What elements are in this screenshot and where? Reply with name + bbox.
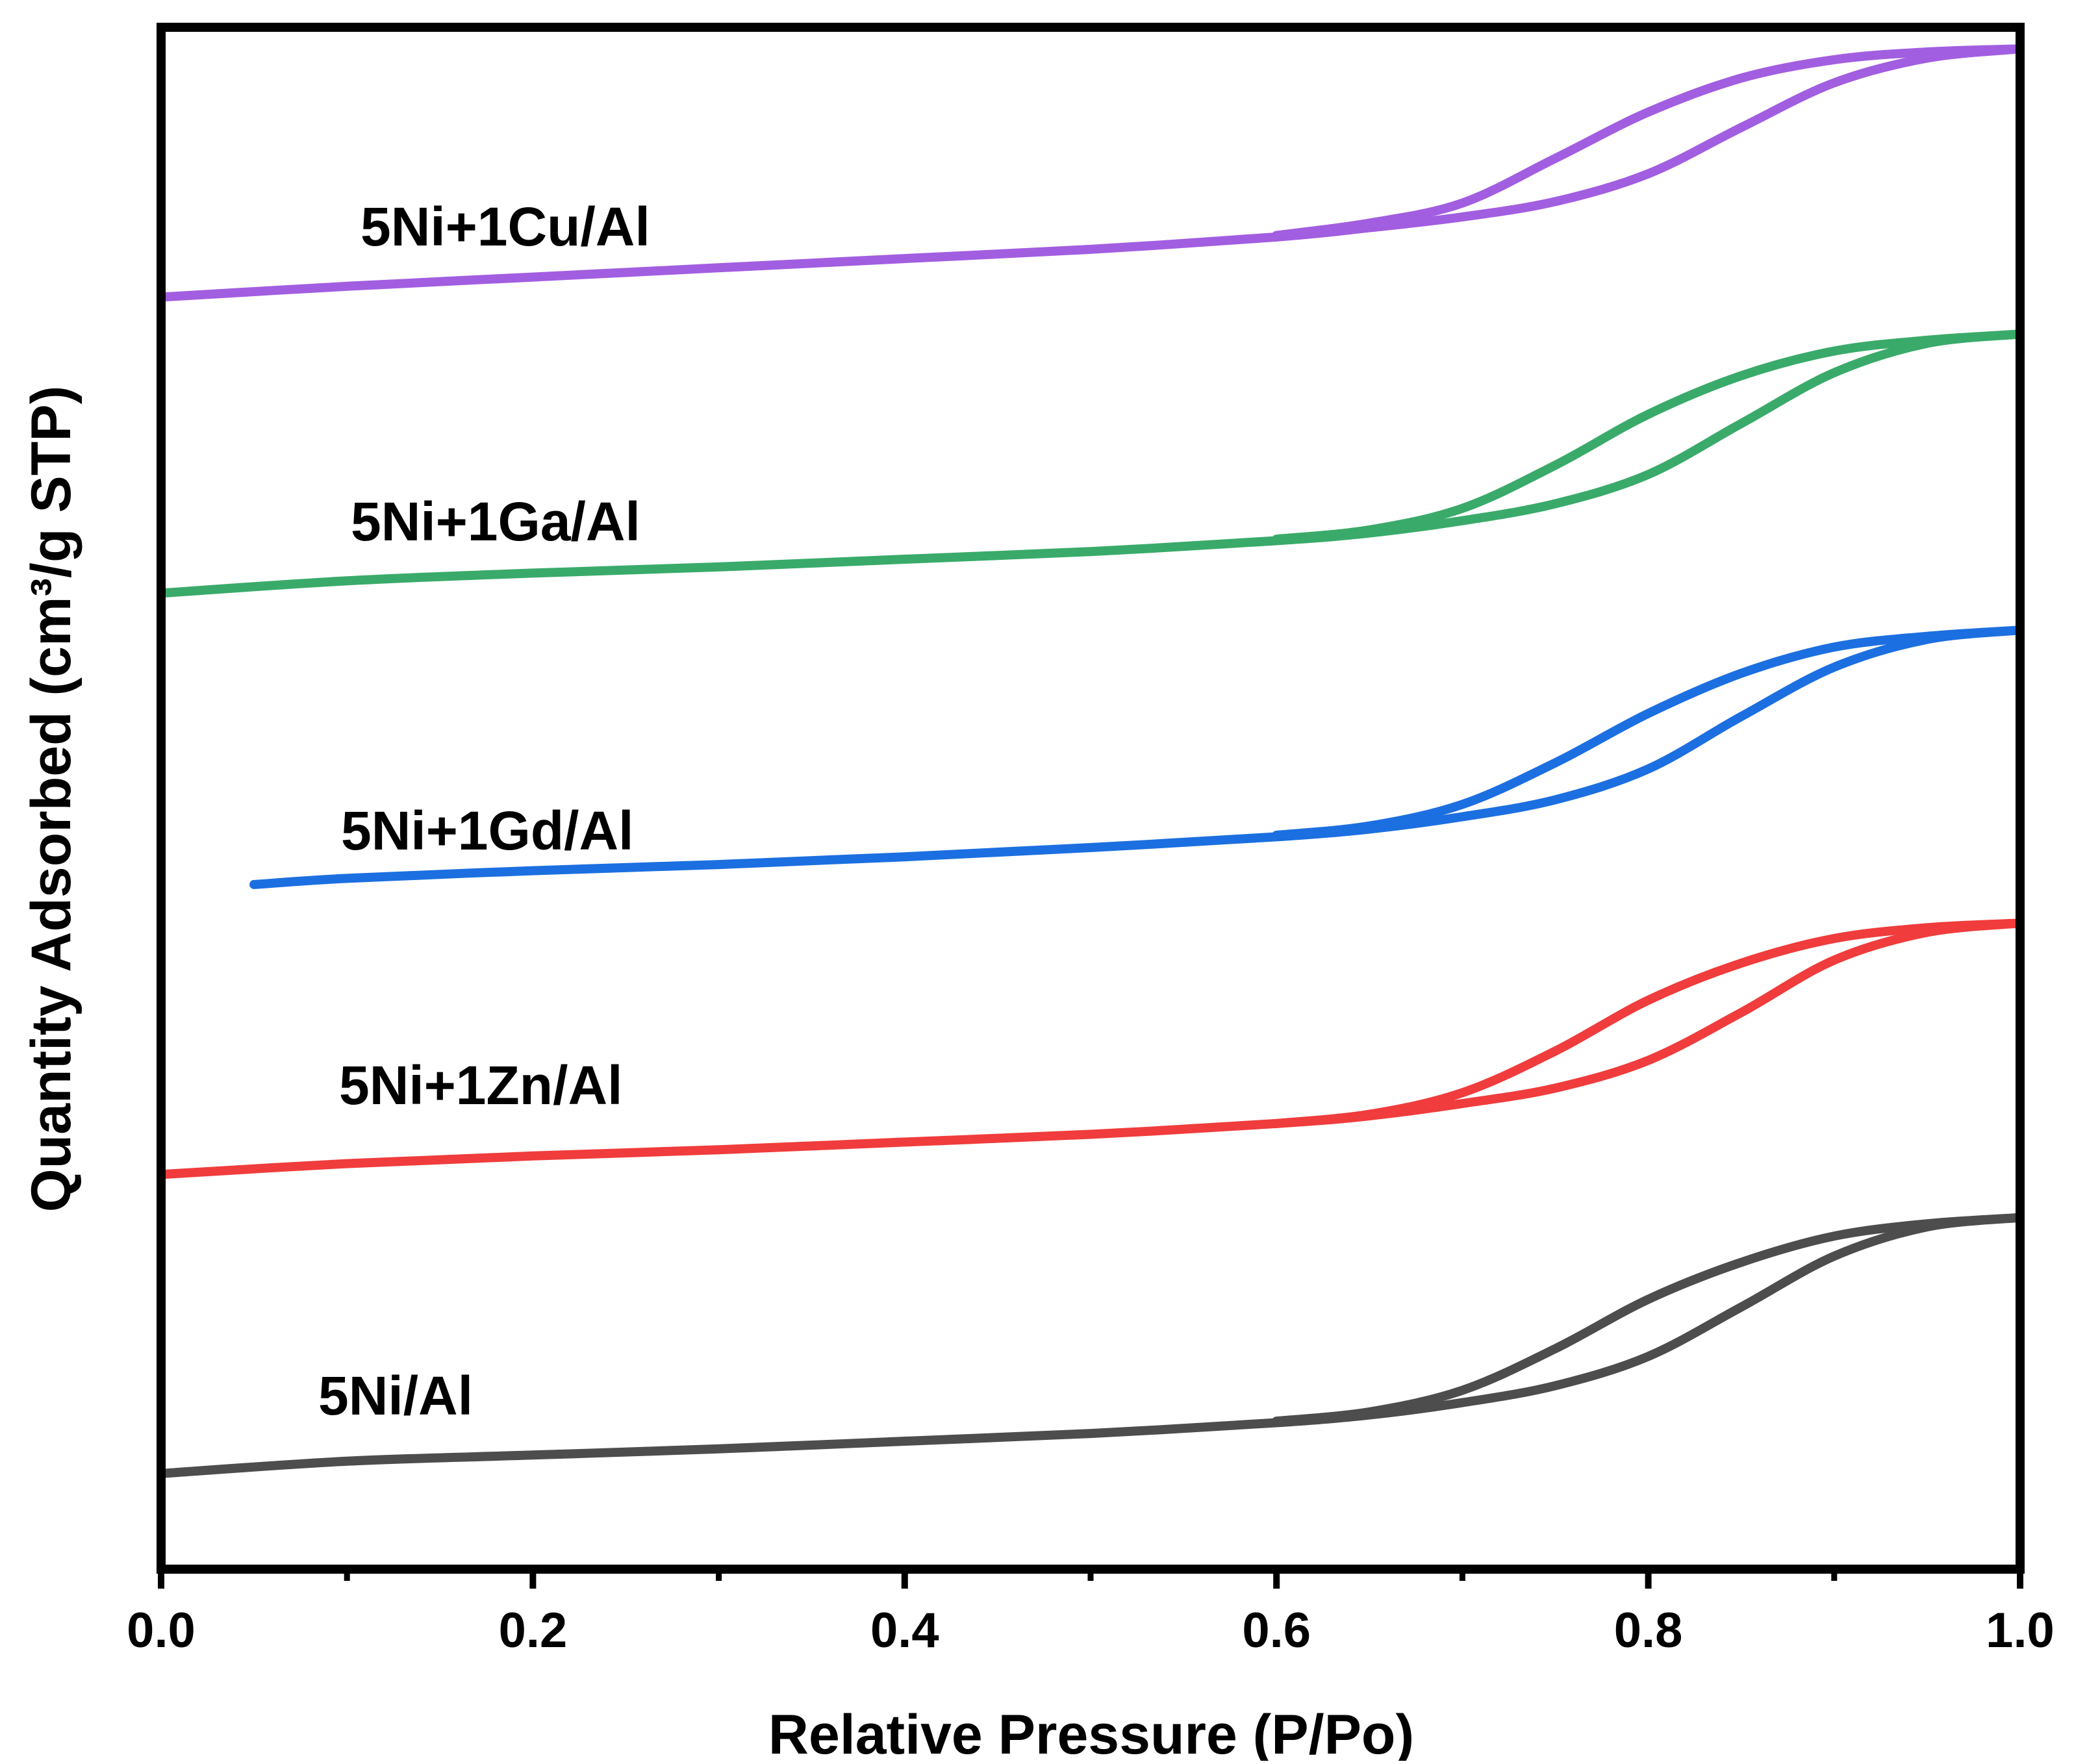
x-tick-label: 0.4: [870, 1603, 939, 1658]
y-axis-title: Quantity Adsorbed (cm³/g STP): [20, 386, 82, 1213]
x-ticks-layer: 0.0 0.2 0.4 0.6 0.8 1.0: [127, 1569, 2055, 1658]
series-labels-layer: 5Ni+1Cu/Al 5Ni+1Ga/Al 5Ni+1Gd/Al 5Ni+1Zn/Al…: [318, 196, 650, 1426]
x-tick-label: 0.2: [499, 1603, 568, 1658]
series-5ni-1zn-al-desorption-line: [1272, 918, 2025, 1128]
series-label-5ni-1ga-al: 5Ni+1Ga/Al: [351, 491, 640, 552]
x-tick-label: 0.6: [1242, 1603, 1311, 1658]
series-5ni-al-desorption-line: [1272, 1213, 2025, 1426]
series-label-5ni-al: 5Ni/Al: [318, 1365, 473, 1426]
series-5ni-1cu-al-desorption-line: [1272, 44, 2025, 240]
plot-frame: [157, 23, 2025, 1574]
series-5ni-1ga-al-desorption-line: [1272, 329, 2025, 544]
curves-layer: [157, 44, 2025, 1478]
series-5ni-1cu-al-adsorption-line: [157, 44, 2025, 302]
series-label-5ni-1zn-al: 5Ni+1Zn/Al: [339, 1055, 622, 1116]
x-tick-label: 0.0: [127, 1603, 196, 1658]
x-axis-title: Relative Pressure (P/Po): [768, 1704, 1414, 1761]
series-5ni-1gd-al-desorption-line: [1272, 625, 2025, 840]
series-label-5ni-1gd-al: 5Ni+1Gd/Al: [341, 800, 633, 861]
x-tick-label: 1.0: [1986, 1603, 2055, 1658]
series-label-5ni-1cu-al: 5Ni+1Cu/Al: [360, 196, 650, 257]
series-5ni-al-adsorption-line: [157, 1213, 2025, 1478]
x-tick-label: 0.8: [1614, 1603, 1683, 1658]
